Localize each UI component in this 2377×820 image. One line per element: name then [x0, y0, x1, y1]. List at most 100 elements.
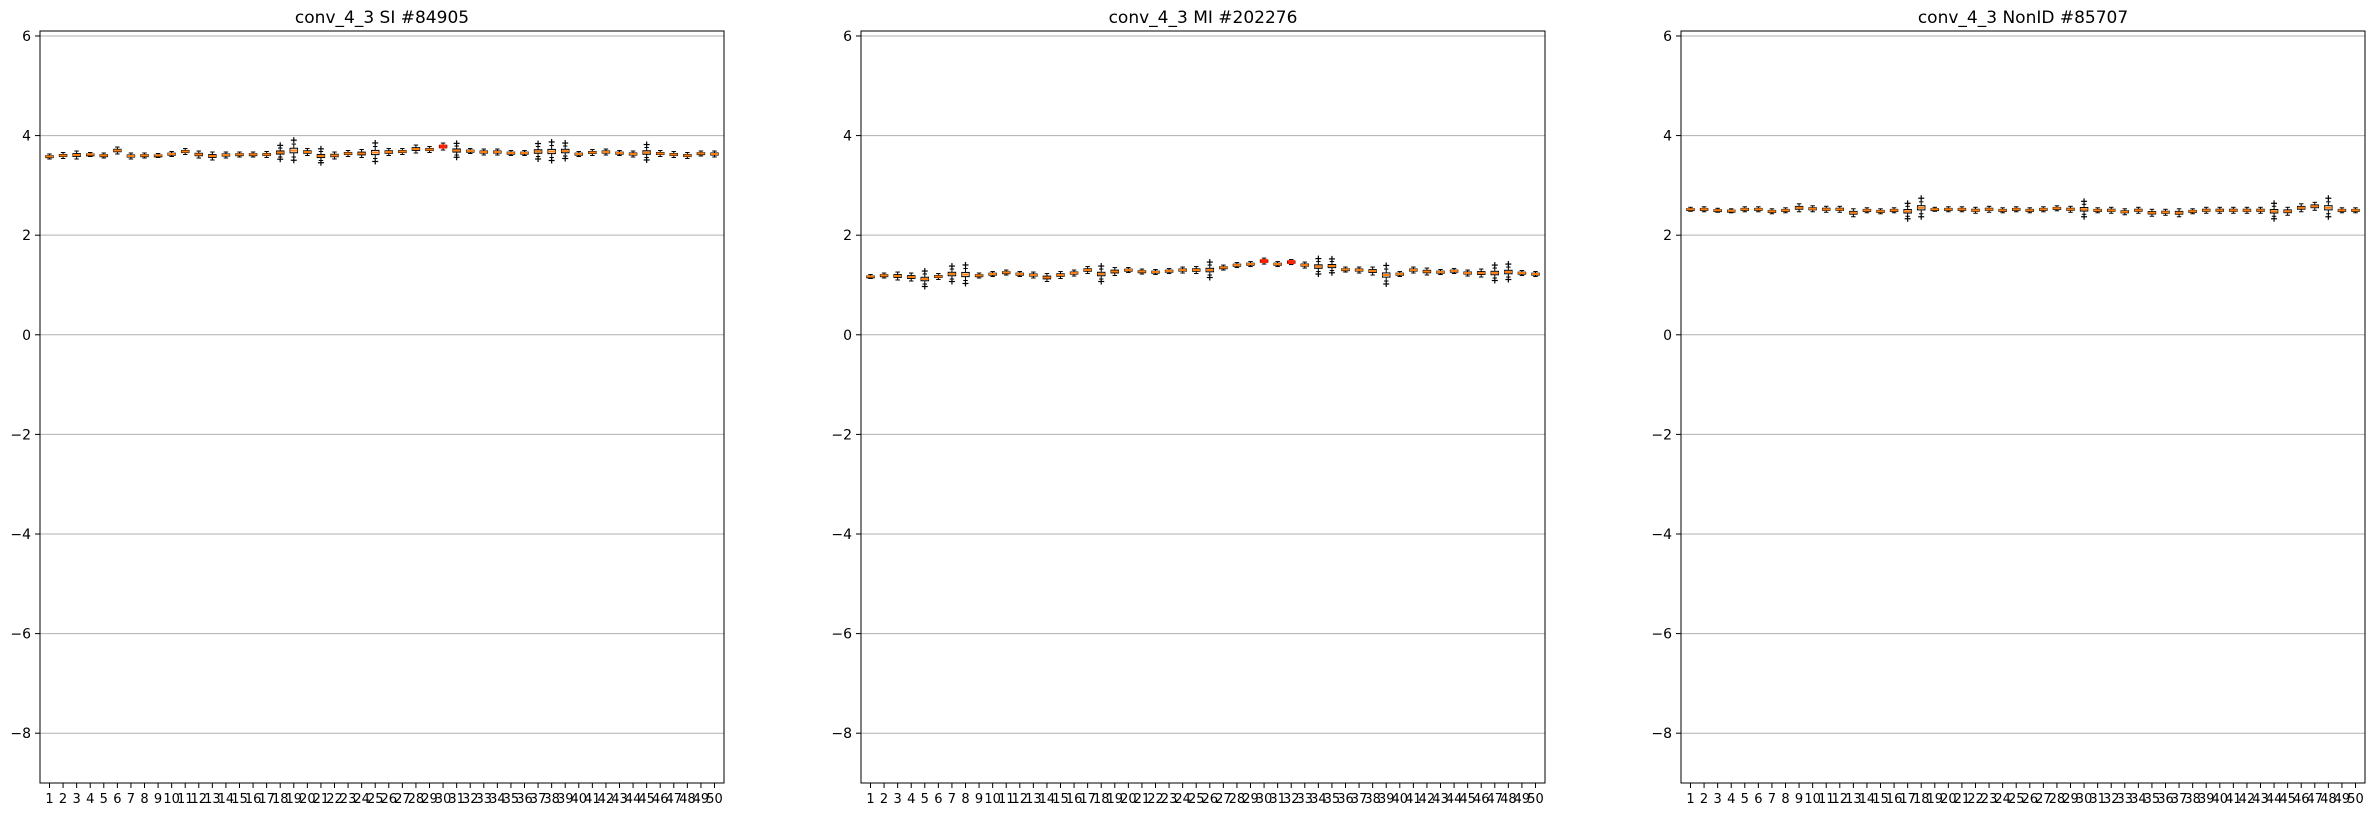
x-tick-label: 15	[1052, 792, 1069, 807]
x-tick-label: 16	[245, 792, 262, 807]
box-23	[1984, 205, 1994, 213]
box-39	[560, 140, 570, 162]
x-tick-label: 4	[1727, 792, 1735, 807]
box-34	[1314, 255, 1323, 278]
x-tick-label: 33	[2117, 792, 2134, 807]
box-46	[655, 150, 665, 157]
x-tick-label: 40	[1392, 792, 1409, 807]
box-28	[411, 144, 421, 154]
box-28	[1232, 262, 1242, 269]
x-tick-label: 35	[1324, 792, 1341, 807]
x-tick-label: 29	[2062, 792, 2079, 807]
box-18	[1916, 195, 1926, 220]
x-tick-label: 44	[2266, 792, 2283, 807]
x-tick-label: 39	[557, 792, 574, 807]
box-48	[683, 152, 692, 159]
x-tick-label: 35	[2144, 792, 2161, 807]
x-tick-label: 19	[1927, 792, 1944, 807]
chart-title: conv_4_3 MI #202276	[1109, 8, 1298, 28]
chart-title: conv_4_3 SI #84905	[295, 8, 469, 28]
y-tick-label: −4	[10, 527, 31, 543]
box-27	[1219, 264, 1228, 271]
box-17	[1903, 200, 1912, 222]
box-26	[384, 148, 394, 157]
box-19	[289, 137, 299, 164]
x-tick-label: 23	[1981, 792, 1998, 807]
x-tick-label: 8	[1781, 792, 1789, 807]
box-43	[2256, 206, 2265, 214]
box-7	[1767, 208, 1777, 215]
x-tick-label: 30	[1256, 792, 1273, 807]
y-tick-label: 4	[843, 129, 852, 145]
box-18	[275, 142, 285, 163]
x-tick-label: 35	[503, 792, 520, 807]
box-28	[2052, 205, 2062, 212]
x-tick-label: 45	[638, 792, 655, 807]
x-tick-label: 45	[1459, 792, 1476, 807]
x-tick-label: 32	[1283, 792, 1300, 807]
x-tick-label: 45	[2279, 792, 2296, 807]
box-33	[2120, 208, 2130, 216]
box-4	[906, 272, 916, 282]
x-tick-label: 24	[353, 792, 370, 807]
box-36	[1341, 266, 1350, 273]
box-43	[1436, 269, 1445, 276]
x-tick-label: 18	[1093, 792, 1110, 807]
x-tick-label: 49	[2334, 792, 2351, 807]
x-tick-label: 3	[1714, 792, 1722, 807]
x-tick-label: 1	[866, 792, 874, 807]
x-tick-label: 36	[2157, 792, 2174, 807]
x-tick-label: 19	[286, 792, 303, 807]
x-tick-label: 42	[598, 792, 615, 807]
x-tick-label: 39	[2198, 792, 2215, 807]
x-tick-label: 11	[1818, 792, 1835, 807]
box-49	[1517, 270, 1527, 277]
x-tick-label: 32	[462, 792, 479, 807]
box-44	[628, 150, 638, 158]
box-24	[1998, 207, 2007, 214]
x-tick-label: 10	[1804, 792, 1821, 807]
x-tick-label: 26	[381, 792, 398, 807]
box-41	[2229, 206, 2238, 214]
box-35	[1327, 255, 1337, 276]
x-tick-label: 13	[1025, 792, 1042, 807]
axes-frame	[860, 30, 1546, 784]
x-tick-label: 32	[2103, 792, 2120, 807]
box-40	[2215, 206, 2225, 214]
box-20	[1124, 267, 1133, 274]
y-tick-label: 0	[22, 328, 31, 344]
box-15	[1056, 271, 1065, 280]
box-37	[533, 140, 543, 162]
x-tick-label: 31	[1269, 792, 1286, 807]
x-tick-label: 4	[907, 792, 915, 807]
box-5	[920, 268, 930, 290]
box-26	[1205, 259, 1215, 281]
box-45	[1463, 269, 1472, 277]
box-23	[343, 150, 353, 157]
box-33	[479, 148, 489, 156]
x-tick-label: 20	[299, 792, 316, 807]
x-tick-label: 37	[1351, 792, 1368, 807]
x-tick-label: 3	[73, 792, 81, 807]
x-tick-label: 33	[1297, 792, 1314, 807]
y-tick-label: 4	[22, 129, 31, 145]
box-45	[2283, 206, 2292, 216]
box-16	[248, 151, 258, 158]
x-tick-label: 33	[476, 792, 493, 807]
x-tick-label: 22	[326, 792, 343, 807]
box-3	[893, 271, 902, 281]
box-26	[2025, 207, 2035, 214]
x-tick-label: 29	[1242, 792, 1259, 807]
box-18	[1096, 263, 1106, 285]
box-2	[879, 272, 889, 279]
x-tick-label: 9	[975, 792, 983, 807]
box-14	[221, 151, 231, 159]
x-tick-label: 1	[1686, 792, 1694, 807]
y-tick-label: 6	[843, 29, 852, 45]
x-tick-label: 27	[1215, 792, 1232, 807]
x-tick-label: 25	[1188, 792, 1205, 807]
x-tick-label: 47	[2307, 792, 2324, 807]
x-tick-label: 15	[231, 792, 248, 807]
